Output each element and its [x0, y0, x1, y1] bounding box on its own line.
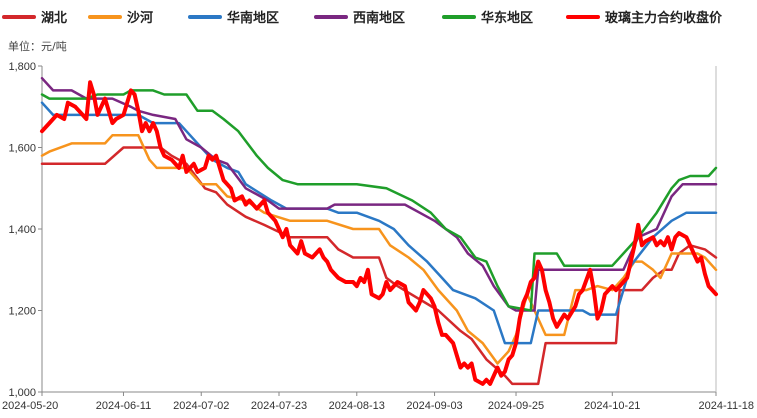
legend-label: 西南地区 — [353, 10, 405, 26]
series-line-2 — [40, 134, 718, 365]
y-tick-label: 1,400 — [8, 224, 36, 236]
legend-label: 玻璃主力合约收盘价 — [605, 10, 723, 26]
x-tick-label: 2024-09-03 — [406, 400, 462, 412]
series-lines — [40, 76, 718, 386]
series-line-3 — [40, 101, 718, 345]
legend-label: 沙河 — [127, 10, 153, 26]
x-tick-label: 2024-05-20 — [2, 400, 58, 412]
legend: 湖北 沙河 华南地区 西南地区 华东地区 玻璃主力合约收盘价 — [2, 10, 723, 26]
y-tick-label: 1,800 — [8, 61, 36, 73]
series-line-6 — [40, 80, 718, 386]
x-tick-label: 2024-10-21 — [584, 400, 640, 412]
x-tick-label: 2024-07-02 — [173, 400, 229, 412]
series-line-1 — [40, 146, 718, 386]
y-ticks: 1,000 1,200 1,400 1,600 1,800 — [8, 61, 42, 399]
x-tick-label: 2024-07-23 — [251, 400, 307, 412]
series-line-5 — [40, 89, 718, 312]
x-tick-label: 2024-06-11 — [96, 400, 151, 412]
unit-label: 单位：元/吨 — [8, 39, 67, 53]
legend-label: 华南地区 — [227, 10, 279, 26]
x-tick-label: 2024-11-18 — [699, 400, 754, 412]
x-tick-label: 2024-09-25 — [488, 400, 544, 412]
series-line-4 — [40, 76, 718, 312]
x-ticks: 2024-05-20 2024-06-11 2024-07-02 2024-07-23… — [2, 392, 754, 412]
y-tick-label: 1,600 — [8, 143, 36, 155]
x-tick-label: 2024-08-13 — [329, 400, 385, 412]
y-tick-label: 1,000 — [8, 387, 36, 399]
legend-label: 华东地区 — [481, 10, 533, 26]
legend-label: 湖北 — [41, 11, 67, 26]
y-tick-label: 1,200 — [8, 306, 36, 318]
